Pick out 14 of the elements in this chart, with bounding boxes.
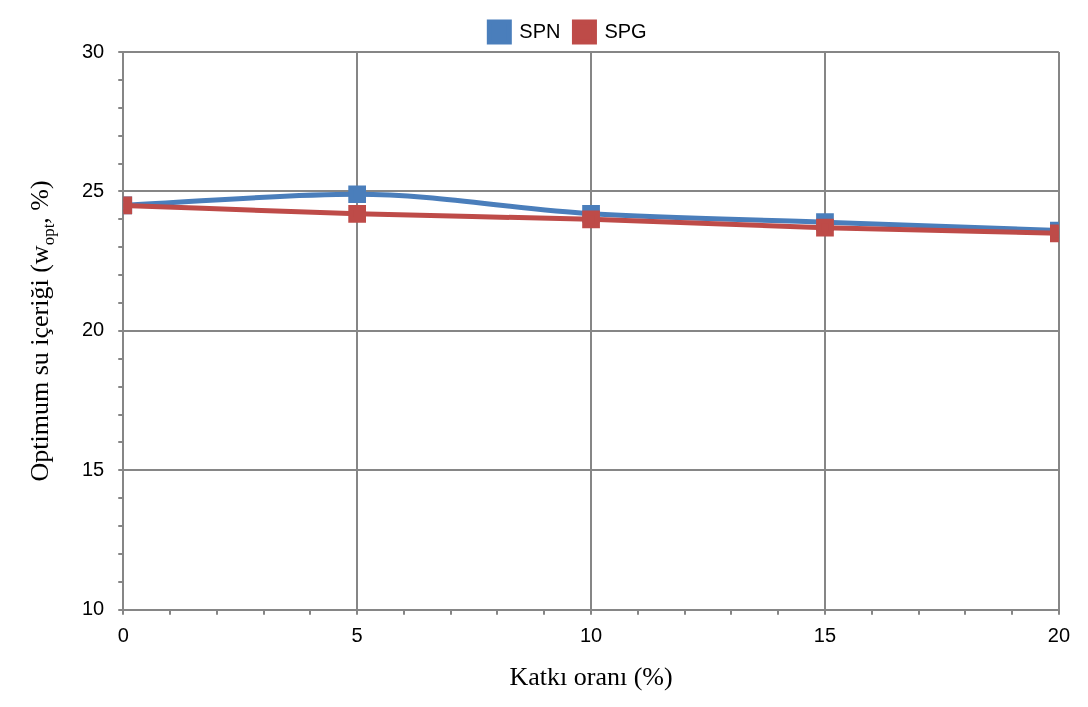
- legend-label: SPG: [604, 19, 647, 42]
- x-tick-label: 5: [351, 624, 363, 647]
- x-tick-label: 15: [813, 624, 837, 647]
- y-tick-label: 25: [82, 178, 105, 201]
- y-tick-label: 30: [82, 39, 105, 62]
- y-tick-label: 15: [82, 457, 105, 480]
- x-axis-title: Katkı oranı (%): [509, 662, 673, 692]
- y-tick-label: 20: [82, 318, 105, 341]
- y-axis-title: Optimum su içeriği (wopt, %): [25, 180, 58, 482]
- legend-label: SPN: [519, 19, 561, 42]
- x-tick-label: 0: [117, 624, 129, 647]
- x-tick-label: 20: [1047, 624, 1070, 647]
- y-tick-label: 10: [82, 597, 105, 620]
- x-tick-label: 10: [579, 624, 603, 647]
